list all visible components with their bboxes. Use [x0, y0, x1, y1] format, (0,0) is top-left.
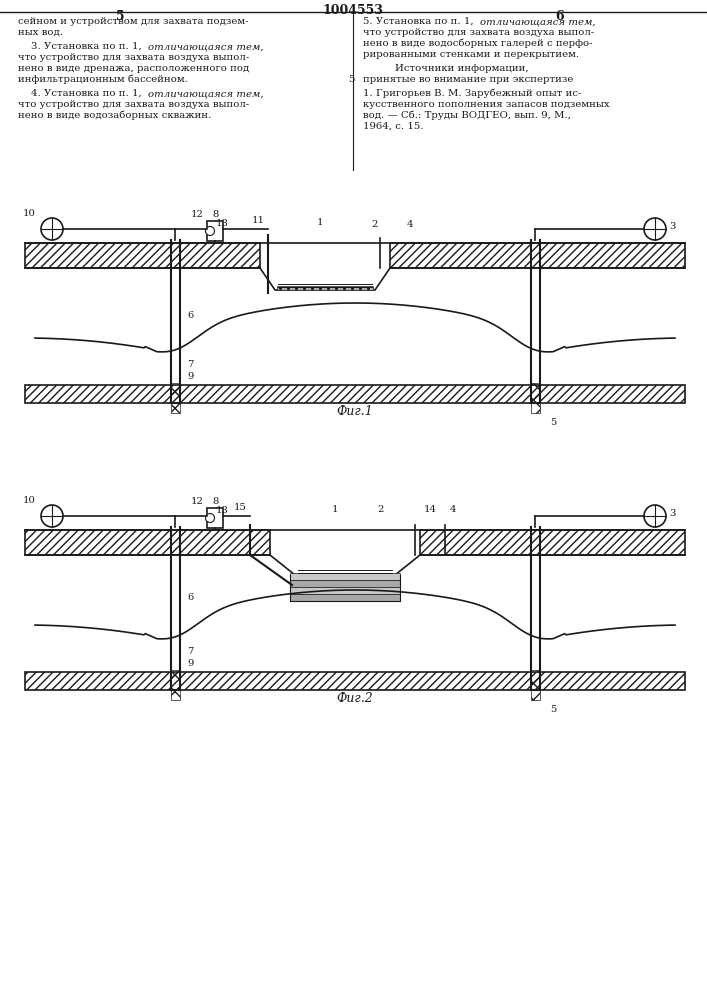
Bar	[207, 221, 223, 241]
Circle shape	[644, 505, 666, 527]
Text: отличающаяся тем,: отличающаяся тем,	[148, 42, 264, 51]
Text: 1964, с. 15.: 1964, с. 15.	[363, 122, 423, 131]
Text: 14: 14	[423, 505, 436, 514]
Bar	[170, 383, 180, 413]
Bar	[530, 383, 539, 413]
Bar	[25, 672, 685, 690]
Text: 7: 7	[187, 360, 194, 369]
Text: 15: 15	[234, 503, 247, 512]
Text: нено в виде водозаборных скважин.: нено в виде водозаборных скважин.	[18, 111, 211, 120]
Bar	[170, 670, 180, 700]
Text: 12: 12	[191, 497, 204, 506]
Text: Фиг.1: Фиг.1	[337, 405, 373, 418]
Text: 9: 9	[187, 659, 194, 668]
Text: 6: 6	[187, 593, 193, 602]
Bar	[420, 530, 685, 555]
Bar	[290, 594, 400, 601]
Text: кусственного пополнения запасов подземных: кусственного пополнения запасов подземны…	[363, 100, 609, 109]
Text: ных вод.: ных вод.	[18, 28, 63, 37]
Circle shape	[41, 505, 63, 527]
Bar	[390, 243, 685, 268]
Circle shape	[644, 218, 666, 240]
Text: что устройство для захвата воздуха выпол-: что устройство для захвата воздуха выпол…	[18, 53, 249, 62]
Bar	[25, 672, 685, 690]
Text: 9: 9	[187, 372, 194, 381]
Circle shape	[206, 227, 214, 235]
Text: что устройство для захвата воздуха выпол-: что устройство для захвата воздуха выпол…	[18, 100, 249, 109]
Text: 2: 2	[377, 505, 383, 514]
Text: отличающаяся тем,: отличающаяся тем,	[480, 17, 595, 26]
Text: 3. Установка по п. 1,: 3. Установка по п. 1,	[18, 42, 145, 51]
Bar	[530, 670, 539, 700]
Bar	[420, 530, 685, 555]
Text: 10: 10	[23, 496, 36, 505]
Bar	[25, 243, 260, 268]
Bar	[25, 530, 270, 555]
Text: 12: 12	[191, 210, 204, 219]
Text: 5: 5	[116, 10, 124, 23]
Text: 8: 8	[213, 497, 219, 506]
Bar	[25, 243, 260, 268]
Text: 1: 1	[332, 505, 338, 514]
Bar	[290, 573, 400, 580]
Text: 13: 13	[216, 506, 229, 515]
Text: вод. — Сб.: Труды ВОДГЕО, вып. 9, М.,: вод. — Сб.: Труды ВОДГЕО, вып. 9, М.,	[363, 111, 571, 120]
Bar	[290, 587, 400, 594]
Bar	[390, 243, 685, 268]
Text: 5. Установка по п. 1,: 5. Установка по п. 1,	[363, 17, 477, 26]
Text: 1: 1	[317, 218, 323, 227]
Text: инфильтрационным бассейном.: инфильтрационным бассейном.	[18, 75, 188, 85]
Text: 13: 13	[216, 219, 229, 228]
Bar	[207, 508, 223, 528]
Text: 6: 6	[187, 311, 193, 320]
Text: 11: 11	[252, 216, 265, 225]
Text: рированными стенками и перекрытием.: рированными стенками и перекрытием.	[363, 50, 579, 59]
Text: нено в виде дренажа, расположенного под: нено в виде дренажа, расположенного под	[18, 64, 250, 73]
Text: 5: 5	[348, 75, 354, 84]
Text: 3: 3	[669, 509, 675, 518]
Text: принятые во внимание при экспертизе: принятые во внимание при экспертизе	[363, 75, 573, 84]
Text: Источники информации,: Источники информации,	[395, 64, 529, 73]
Text: 4: 4	[450, 505, 456, 514]
Text: 5: 5	[550, 705, 556, 714]
Bar	[25, 530, 270, 555]
Text: 4: 4	[407, 220, 414, 229]
Text: что устройство для захвата воздуха выпол-: что устройство для захвата воздуха выпол…	[363, 28, 594, 37]
Text: 1. Григорьев В. М. Зарубежный опыт ис-: 1. Григорьев В. М. Зарубежный опыт ис-	[363, 89, 581, 99]
Bar	[277, 286, 373, 290]
Text: сейном и устройством для захвата подзем-: сейном и устройством для захвата подзем-	[18, 17, 248, 26]
Bar	[290, 580, 400, 587]
Circle shape	[41, 218, 63, 240]
Bar	[25, 385, 685, 403]
Text: 3: 3	[669, 222, 675, 231]
Text: Фиг.2: Фиг.2	[337, 692, 373, 705]
Text: 6: 6	[556, 10, 564, 23]
Text: 8: 8	[213, 210, 219, 219]
Text: 4. Установка по п. 1,: 4. Установка по п. 1,	[18, 89, 145, 98]
Bar	[25, 385, 685, 403]
Text: отличающаяся тем,: отличающаяся тем,	[148, 89, 264, 98]
Text: 2: 2	[372, 220, 378, 229]
Text: 1004553: 1004553	[322, 4, 383, 17]
Text: 10: 10	[23, 209, 36, 218]
Text: 5: 5	[550, 418, 556, 427]
Circle shape	[206, 514, 214, 522]
Text: нено в виде водосборных галерей с перфо-: нено в виде водосборных галерей с перфо-	[363, 39, 592, 48]
Text: 7: 7	[187, 647, 194, 656]
